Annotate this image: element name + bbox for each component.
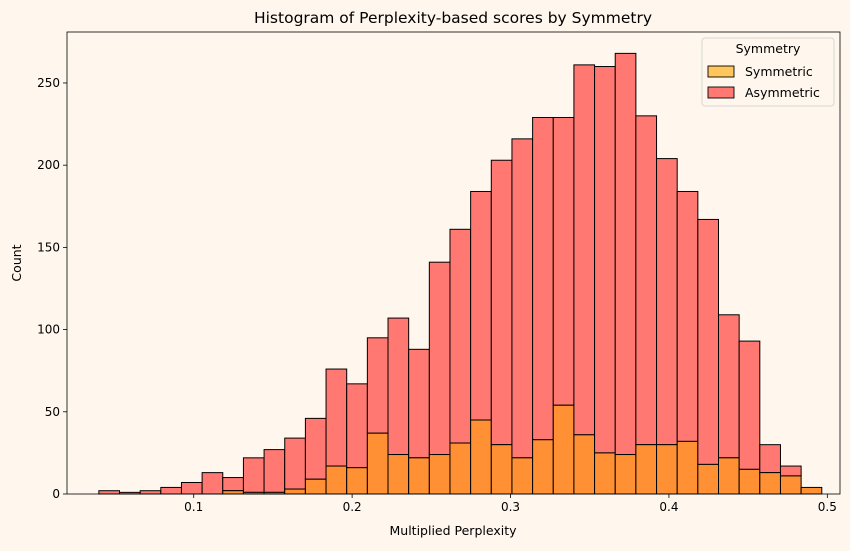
- bar-asymmetric: [139, 490, 162, 495]
- bar-asymmetric: [470, 190, 492, 421]
- bar-asymmetric: [222, 477, 244, 492]
- legend-label-symmetric: Symmetric: [745, 64, 813, 79]
- bar-asymmetric: [552, 116, 575, 406]
- x-tick-label: 0.3: [501, 500, 520, 514]
- bar-symmetric: [449, 442, 472, 495]
- bar-asymmetric: [697, 218, 720, 465]
- bar-asymmetric: [656, 158, 678, 446]
- legend-swatch-asymmetric: [707, 86, 735, 99]
- bar-asymmetric: [779, 465, 802, 477]
- bar-asymmetric: [594, 66, 616, 454]
- bar-symmetric: [222, 490, 244, 495]
- bar-symmetric: [304, 478, 327, 495]
- y-tick-label: 50: [45, 405, 60, 419]
- bar-symmetric: [428, 454, 451, 495]
- bar-asymmetric: [614, 52, 637, 456]
- bar-asymmetric: [408, 348, 430, 459]
- bar-asymmetric: [387, 317, 410, 456]
- legend-label-asymmetric: Asymmetric: [745, 85, 820, 100]
- bar-symmetric: [779, 475, 802, 495]
- bar-symmetric: [346, 467, 368, 495]
- bar-symmetric: [676, 440, 699, 495]
- bar-asymmetric: [325, 368, 348, 467]
- bar-asymmetric: [346, 383, 368, 469]
- y-tick-label: 200: [37, 158, 60, 172]
- y-tick-label: 0: [52, 487, 60, 501]
- bar-asymmetric: [366, 337, 389, 434]
- bar-asymmetric: [428, 261, 451, 456]
- bar-symmetric: [718, 457, 740, 495]
- bar-asymmetric: [242, 457, 265, 493]
- x-tick-label: 0.2: [343, 500, 362, 514]
- y-tick-label: 150: [37, 240, 60, 254]
- x-tick-label: 0.5: [818, 500, 837, 514]
- bar-symmetric: [759, 472, 781, 495]
- bar-asymmetric: [284, 437, 306, 490]
- bar-symmetric: [800, 486, 823, 495]
- bar-symmetric: [408, 457, 430, 495]
- bar-asymmetric: [635, 115, 658, 446]
- bar-symmetric: [738, 468, 761, 495]
- x-tick-label: 0.4: [659, 500, 678, 514]
- legend-swatch-symmetric: [707, 65, 735, 78]
- bar-symmetric: [552, 404, 575, 495]
- bar-asymmetric: [160, 486, 182, 495]
- bar-symmetric: [284, 488, 306, 495]
- bar-symmetric: [387, 454, 410, 495]
- bar-symmetric: [656, 444, 678, 495]
- bar-asymmetric: [738, 340, 761, 470]
- y-tick-label: 100: [37, 323, 60, 337]
- y-axis-label: Count: [9, 244, 24, 281]
- bar-symmetric: [614, 454, 637, 495]
- bar-asymmetric: [449, 228, 472, 444]
- bar-symmetric: [490, 444, 513, 495]
- bar-symmetric: [325, 465, 348, 495]
- bar-symmetric: [532, 439, 554, 495]
- bar-asymmetric: [676, 190, 699, 442]
- bar-symmetric: [697, 463, 720, 495]
- bar-symmetric: [635, 444, 658, 495]
- legend-box: [701, 37, 835, 107]
- bar-symmetric: [366, 432, 389, 495]
- bar-asymmetric: [573, 64, 596, 436]
- legend-title: Symmetry: [736, 41, 801, 56]
- bar-asymmetric: [511, 138, 534, 459]
- chart-title: Histogram of Perplexity-based scores by …: [254, 9, 652, 27]
- x-axis-label: Multiplied Perplexity: [389, 523, 517, 538]
- y-tick-label: 250: [37, 76, 60, 90]
- bar-symmetric: [594, 452, 616, 495]
- bar-asymmetric: [98, 490, 120, 495]
- bar-asymmetric: [718, 314, 740, 459]
- bar-asymmetric: [759, 444, 781, 474]
- legend: Symmetry Symmetric Asymmetric: [701, 37, 835, 107]
- axes-group: 0.1 0.2 0.3 0.4 0.5 0 50 100 150 200 250: [37, 76, 837, 514]
- bar-asymmetric: [263, 449, 286, 493]
- plot-frame: [66, 31, 841, 495]
- bar-symmetric: [470, 419, 492, 495]
- bar-asymmetric: [180, 481, 203, 495]
- bar-symmetric: [511, 457, 534, 495]
- bar-symmetric: [573, 434, 596, 495]
- bar-asymmetric: [490, 159, 513, 446]
- bar-asymmetric: [304, 417, 327, 480]
- bar-asymmetric: [532, 116, 554, 441]
- bar-asymmetric: [201, 472, 224, 495]
- x-tick-label: 0.1: [184, 500, 203, 514]
